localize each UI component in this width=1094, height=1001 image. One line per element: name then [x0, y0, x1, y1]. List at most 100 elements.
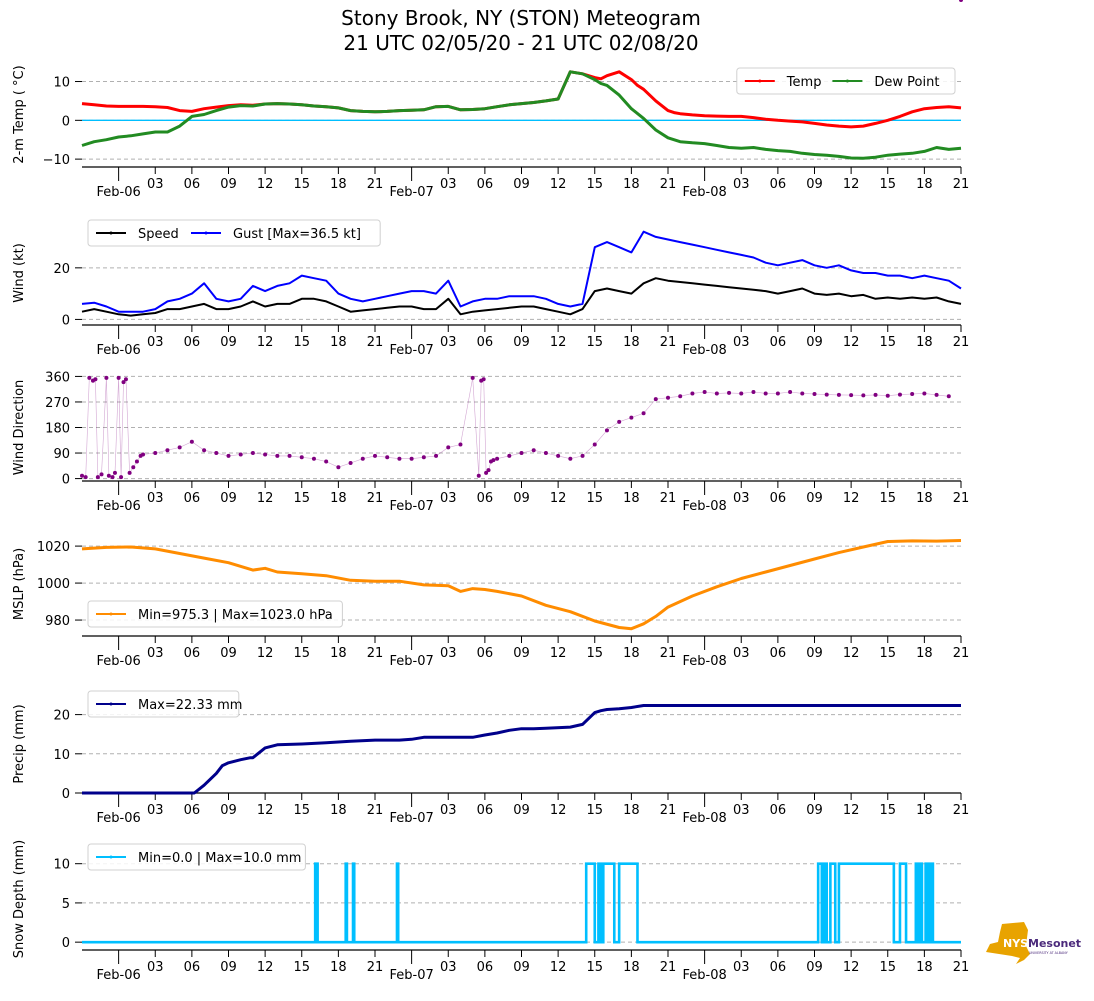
x-tick-label: 15 [293, 960, 310, 975]
series-line-wind-1 [81, 230, 962, 313]
x-tick-label: 18 [330, 960, 347, 975]
x-tick-label: 18 [330, 646, 347, 661]
data-point [653, 397, 658, 402]
x-tick-label: 15 [586, 335, 603, 350]
x-tick-label: 06 [770, 335, 787, 350]
x-tick-label: 18 [330, 335, 347, 350]
x-tick-label: 21 [660, 335, 677, 350]
y-tick-label: 0 [62, 787, 70, 802]
data-point [763, 391, 768, 396]
x-tick-label: 03 [147, 803, 164, 818]
x-tick-label: 09 [806, 491, 823, 506]
data-point [324, 459, 329, 464]
data-point [112, 470, 117, 475]
x-tick-label: 15 [293, 803, 310, 818]
data-point [153, 451, 158, 456]
x-tick-label: 21 [367, 491, 384, 506]
y-tick-label: 20 [53, 262, 70, 277]
data-point [110, 475, 115, 480]
x-tick-label: 12 [257, 177, 274, 192]
y-axis-label: Snow Depth (mm) [12, 840, 27, 958]
x-tick-label: 09 [513, 646, 530, 661]
y-tick-label: 0 [62, 114, 70, 129]
y-axis-label: Wind (kt) [12, 243, 27, 303]
data-point [507, 453, 512, 458]
x-tick-label: 12 [550, 335, 567, 350]
x-tick-label: 18 [623, 646, 640, 661]
data-point [127, 470, 132, 475]
x-tick-label: 12 [843, 177, 860, 192]
legend-box [87, 219, 381, 247]
x-tick-label: Feb-06 [97, 968, 141, 983]
x-tick-label: 03 [733, 960, 750, 975]
x-tick-label: 21 [953, 491, 970, 506]
x-tick-label: 12 [843, 335, 860, 350]
data-point [373, 453, 377, 458]
x-tick-label: 21 [367, 646, 384, 661]
data-point [491, 458, 496, 463]
y-tick-label: 5 [62, 897, 70, 912]
x-tick-label: 03 [440, 960, 457, 975]
series-line-mslp-0 [81, 539, 962, 631]
x-tick-label: Feb-07 [390, 343, 434, 358]
data-point [861, 393, 866, 398]
x-tick-label: 06 [184, 646, 201, 661]
legend-precip: Max=22.33 mm [87, 690, 242, 718]
data-point [93, 377, 98, 382]
legend-marker [204, 231, 208, 235]
x-tick-label: 03 [147, 646, 164, 661]
x-tick-label: Feb-06 [97, 185, 141, 200]
x-tick-label: 12 [257, 335, 274, 350]
x-tick-label: 12 [550, 646, 567, 661]
y-tick-label: 980 [45, 614, 70, 629]
data-point [104, 375, 109, 380]
data-point [800, 391, 805, 396]
data-point [99, 472, 104, 477]
x-tick-label: 09 [220, 960, 237, 975]
data-point [348, 460, 353, 465]
x-tick-label: 15 [879, 803, 896, 818]
data-point [275, 453, 280, 458]
x-tick-label: Feb-07 [390, 811, 434, 826]
data-point [299, 455, 304, 460]
x-tick-label: 09 [220, 646, 237, 661]
x-tick-label: 15 [586, 960, 603, 975]
data-point [849, 393, 854, 398]
x-tick-label: 06 [477, 803, 494, 818]
x-tick-label: 12 [257, 803, 274, 818]
x-tick-label: 21 [953, 803, 970, 818]
x-tick-label: 06 [184, 335, 201, 350]
x-tick-label: 06 [770, 803, 787, 818]
data-point [617, 419, 622, 424]
data-point [434, 453, 439, 458]
x-tick-label: 03 [440, 646, 457, 661]
y-tick-label: 1020 [37, 540, 70, 555]
logo-sub-text: UNIVERSITY AT ALBANY [1029, 951, 1069, 955]
series-line-wind-0 [81, 277, 962, 317]
x-tick-label: 18 [916, 646, 933, 661]
data-point [360, 456, 365, 461]
x-tick-label: 06 [477, 646, 494, 661]
x-tick-label: 15 [586, 491, 603, 506]
data-point [568, 456, 573, 461]
y-tick-label: 0 [62, 313, 70, 328]
x-tick-label: 06 [184, 960, 201, 975]
data-point [214, 451, 219, 456]
x-tick-label: 12 [257, 646, 274, 661]
legend-label: Max=22.33 mm [138, 698, 242, 713]
y-axis-label: 2-m Temp ( °C) [12, 65, 27, 163]
data-point [123, 377, 128, 382]
x-tick-label: 06 [184, 803, 201, 818]
x-tick-label: 03 [733, 646, 750, 661]
data-point [556, 453, 561, 458]
data-point [484, 470, 489, 475]
x-tick-label: 09 [513, 803, 530, 818]
x-tick-label: 21 [660, 803, 677, 818]
x-tick-label: 03 [147, 960, 164, 975]
data-point [702, 390, 707, 395]
data-point [922, 391, 927, 396]
data-point [106, 473, 111, 478]
x-tick-label: 15 [293, 646, 310, 661]
chart-title-line2: 21 UTC 02/05/20 - 21 UTC 02/08/20 [343, 31, 699, 55]
x-tick-label: 21 [660, 646, 677, 661]
